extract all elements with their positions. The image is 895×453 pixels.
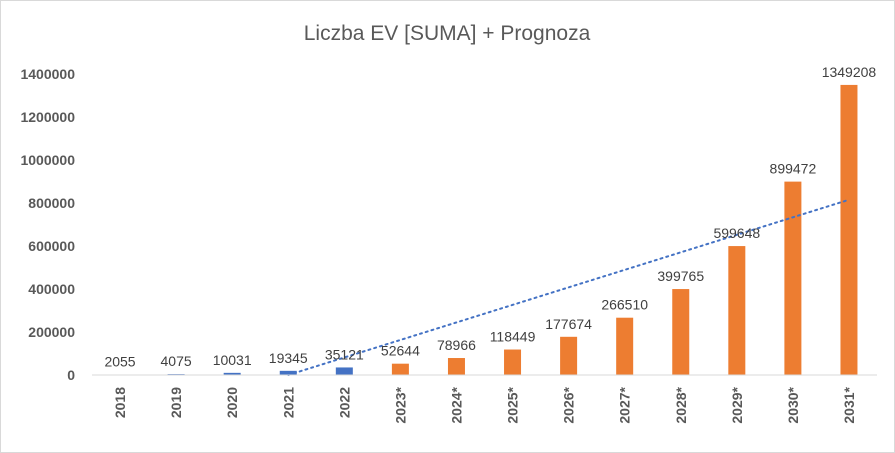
data-label: 118449 (490, 329, 536, 345)
bar-forecast (616, 317, 634, 375)
data-label: 177674 (545, 316, 592, 332)
data-label: 10031 (213, 352, 252, 368)
bar-forecast (784, 181, 802, 375)
x-tick-label: 2026* (561, 386, 577, 423)
data-label: 2055 (104, 354, 135, 370)
bar-actual (279, 370, 297, 375)
data-label: 399765 (657, 268, 704, 284)
x-tick-label: 2023* (392, 386, 408, 423)
bars (111, 84, 858, 376)
y-tick-label: 200000 (28, 324, 75, 340)
chart-title: Liczba EV [SUMA] + Prognoza (304, 22, 591, 45)
x-tick-label: 2019 (168, 387, 184, 418)
trendline-layer (287, 198, 850, 376)
bar-actual (223, 372, 241, 375)
x-tick-label: 2020 (224, 387, 240, 418)
data-label: 52644 (381, 343, 420, 359)
x-tick-label: 2028* (673, 386, 689, 423)
y-tick-label: 600000 (28, 238, 75, 254)
bar-forecast (391, 363, 409, 375)
data-label: 19345 (269, 350, 308, 366)
y-tick-label: 800000 (28, 195, 75, 211)
data-label: 599648 (713, 225, 760, 241)
bar-forecast (504, 349, 522, 375)
x-tick-label: 2031* (841, 386, 857, 423)
y-tick-label: 1400000 (20, 66, 75, 82)
data-label: 266510 (601, 297, 648, 313)
y-tick-label: 400000 (28, 281, 75, 297)
trendline (287, 198, 850, 376)
x-tick-label: 2027* (617, 386, 633, 423)
y-axis: 0 200000 400000 600000 800000 1000000 1200000 1… (20, 66, 75, 383)
data-label: 899472 (770, 161, 817, 177)
y-tick-label: 1000000 (20, 152, 75, 168)
x-tick-label: 2025* (505, 386, 521, 423)
bar-actual (335, 367, 353, 375)
x-tick-label: 2018 (112, 387, 128, 418)
x-tick-label: 2022 (336, 387, 352, 418)
data-label: 78966 (437, 337, 476, 353)
data-labels: 2055 4075 10031 19345 35121 52644 78966 118449 1… (104, 64, 876, 370)
bar-forecast (728, 246, 746, 375)
bar-forecast (840, 84, 858, 375)
bar-forecast (672, 289, 690, 375)
y-tick-label: 1200000 (20, 109, 75, 125)
data-label: 1349208 (822, 64, 877, 80)
data-label: 35121 (325, 346, 364, 362)
x-tick-label: 2021 (280, 387, 296, 418)
bar-forecast (447, 358, 465, 375)
y-tick-label: 0 (67, 367, 75, 383)
x-axis: 2018 2019 2020 2021 2022 2023* 2024* 2025* 2026*… (92, 374, 877, 424)
x-tick-label: 2024* (448, 386, 464, 423)
x-tick-label: 2029* (729, 386, 745, 423)
x-tick-label: 2030* (785, 386, 801, 423)
bar-forecast (560, 336, 578, 375)
data-label: 4075 (161, 353, 192, 369)
